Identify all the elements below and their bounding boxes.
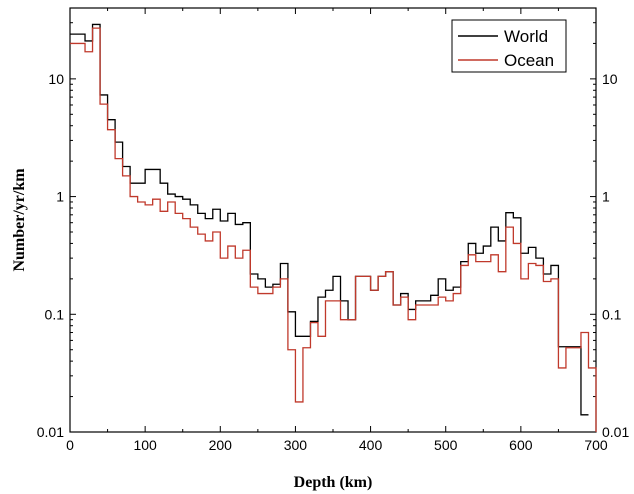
y-tick-label-right: 0.1 [602,306,622,322]
x-tick-label: 0 [66,437,74,453]
x-axis-title: Depth (km) [294,474,373,491]
x-tick-label: 600 [509,437,533,453]
y-tick-label-right: 10 [602,71,618,87]
series-layer [70,23,597,432]
y-tick-label-right: 0.01 [602,424,629,440]
x-tick-label: 200 [209,437,233,453]
x-tick-label: 300 [284,437,308,453]
y-tick-label-left: 1 [56,189,64,205]
y-tick-label-left: 0.1 [45,306,65,322]
series-line-world [70,23,589,416]
y-tick-label-left: 0.01 [37,424,64,440]
legend-label-world: World [504,27,548,46]
x-tick-label: 400 [359,437,383,453]
x-tick-label: 500 [434,437,458,453]
legend: World Ocean [451,19,567,73]
y-axis-title: Number/yr/km [11,168,28,272]
series-line-ocean [70,27,597,432]
legend-box [451,19,567,73]
legend-label-ocean: Ocean [504,51,554,70]
y-tick-label-left: 10 [48,71,64,87]
x-tick-label: 700 [584,437,608,453]
y-tick-label-right: 1 [602,189,610,205]
x-tick-label: 100 [133,437,157,453]
